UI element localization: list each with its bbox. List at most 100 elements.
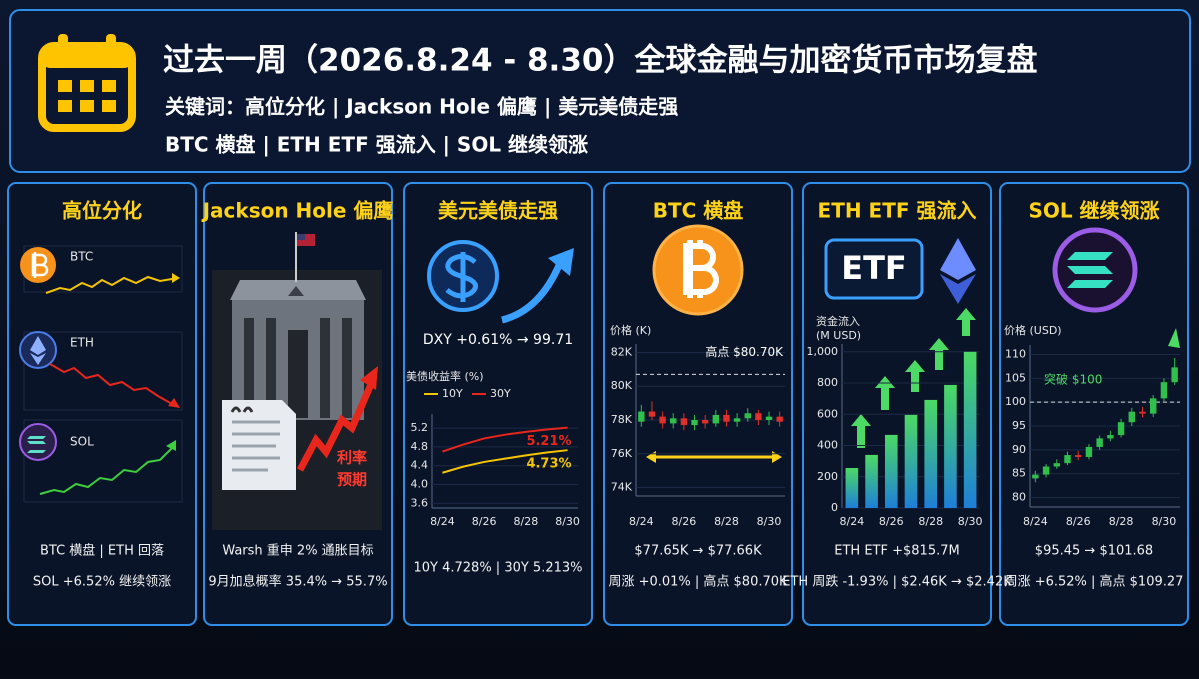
card-title: Jackson Hole 偏鹰 (201, 199, 394, 223)
chart-title: (M USD) (816, 329, 861, 342)
chart-title: 价格 (K) (610, 323, 651, 337)
asset-label: BTC (70, 250, 93, 264)
x-tick-label: 8/26 (472, 515, 497, 528)
card-footer: ETH ETF +$815.7M (834, 544, 959, 559)
sparklines (19, 245, 183, 503)
candle-body (1128, 411, 1135, 423)
y-tick-label: 3.6 (411, 496, 429, 509)
header-panel (9, 9, 1191, 173)
card-footer: $77.65K → $77.66K (634, 544, 762, 559)
candle-body (733, 418, 741, 422)
y-tick-label: 76K (611, 447, 633, 460)
card-footer: 周涨 +0.01% | 高点 $80.70K (608, 574, 788, 590)
bar (845, 468, 859, 508)
x-tick-label: 8/28 (714, 515, 739, 528)
bitcoin-icon (646, 224, 782, 463)
y-tick-label: 200 (817, 470, 838, 483)
dollar-icon (427, 240, 574, 324)
y-tick-label: 82K (611, 345, 633, 358)
candle-body (670, 418, 677, 424)
y-tick-label: 4.4 (411, 459, 429, 472)
y-tick-label: 110 (1005, 348, 1026, 361)
candle-body (1085, 446, 1093, 457)
candle-body (659, 416, 666, 424)
candle-body (1107, 435, 1114, 439)
y-tick-label: 80 (1012, 490, 1026, 503)
y-tick-label: 80K (611, 379, 633, 392)
candle-body (765, 416, 773, 420)
data-label: 5.21% (526, 434, 571, 449)
candle-body (648, 411, 656, 417)
asset-label: SOL (70, 435, 94, 449)
y-tick-label: 400 (817, 439, 838, 452)
candle-body (1160, 382, 1168, 399)
annotation: 突破 $100 (1044, 372, 1102, 387)
candle-body (1064, 455, 1071, 464)
x-tick-label: 8/28 (1109, 515, 1134, 528)
candle-body (1075, 455, 1082, 457)
eth-icon (940, 238, 976, 304)
candle-body (680, 418, 688, 426)
legend-label: 30Y (490, 387, 511, 400)
candle-body (638, 411, 645, 422)
y-tick-label: 78K (611, 413, 633, 426)
candle-body (1139, 411, 1146, 414)
keywords: BTC 横盘 | ETH ETF 强流入 | SOL 继续领涨 (165, 133, 588, 157)
legend-label: 10Y (442, 387, 463, 400)
x-tick-label: 8/24 (1023, 515, 1048, 528)
x-tick-label: 8/24 (840, 515, 865, 528)
card-panel (603, 182, 793, 626)
x-tick-label: 8/30 (1152, 515, 1177, 528)
card-footer: Warsh 重申 2% 通胀目标 (222, 543, 373, 559)
image-label: 利率 (337, 449, 367, 467)
candle-body (776, 416, 783, 422)
series-line (442, 449, 568, 474)
card-footer: BTC 横盘 | ETH 回落 (40, 543, 164, 559)
y-tick-label: 600 (817, 407, 838, 420)
x-tick-label: 8/24 (430, 515, 455, 528)
bar (924, 399, 938, 508)
x-tick-label: 8/24 (629, 515, 654, 528)
keywords: 关键词：高位分化 | Jackson Hole 偏鹰 | 美元美债走强 (165, 95, 678, 119)
y-tick-label: 74K (611, 481, 633, 494)
card-title: BTC 横盘 (653, 199, 744, 223)
series-line (442, 426, 568, 453)
sol-icon (1052, 227, 1180, 348)
card-panel (403, 182, 593, 626)
card-footer: $95.45 → $101.68 (1035, 544, 1153, 559)
etf-badge: ETF (841, 249, 907, 287)
y-tick-label: 800 (817, 376, 838, 389)
y-tick-label: 4.0 (411, 478, 429, 491)
card-footer: 周涨 +6.52% | 高点 $109.27 (1005, 574, 1184, 590)
chart-title: 价格 (USD) (1004, 323, 1062, 337)
chart-title: 资金流入 (816, 314, 860, 328)
asset-label: ETH (70, 336, 94, 350)
x-tick-label: 8/28 (918, 515, 943, 528)
bar (963, 351, 977, 508)
candle-body (1150, 398, 1157, 414)
page-title: 过去一周（2026.8.24 - 8.30）全球金融与加密货币市场复盘 (163, 43, 1037, 79)
y-tick-label: 95 (1012, 419, 1026, 432)
card-title: 高位分化 (62, 199, 142, 223)
card-panel (999, 182, 1189, 626)
y-tick-label: 4.8 (411, 440, 429, 453)
candle-body (1117, 422, 1125, 436)
annotation: 高点 $80.70K (705, 344, 784, 359)
candle-body (1096, 438, 1103, 447)
bar (865, 454, 878, 508)
x-tick-label: 8/30 (757, 515, 782, 528)
headline: DXY +0.61% → 99.71 (423, 332, 573, 348)
bar (944, 384, 957, 508)
etf-badge-frame (824, 238, 924, 300)
x-tick-label: 8/26 (1066, 515, 1091, 528)
candle-body (1171, 367, 1178, 383)
card-footer: ETH 周跌 -1.93% | $2.46K → $2.42K (782, 574, 1012, 590)
x-tick-label: 8/26 (879, 515, 904, 528)
card-footer: 10Y 4.728% | 30Y 5.213% (413, 561, 582, 576)
data-label: 4.73% (526, 457, 571, 472)
card-title: 美元美债走强 (438, 199, 558, 223)
inflow-arrows (851, 308, 976, 448)
candle-body (744, 413, 751, 419)
